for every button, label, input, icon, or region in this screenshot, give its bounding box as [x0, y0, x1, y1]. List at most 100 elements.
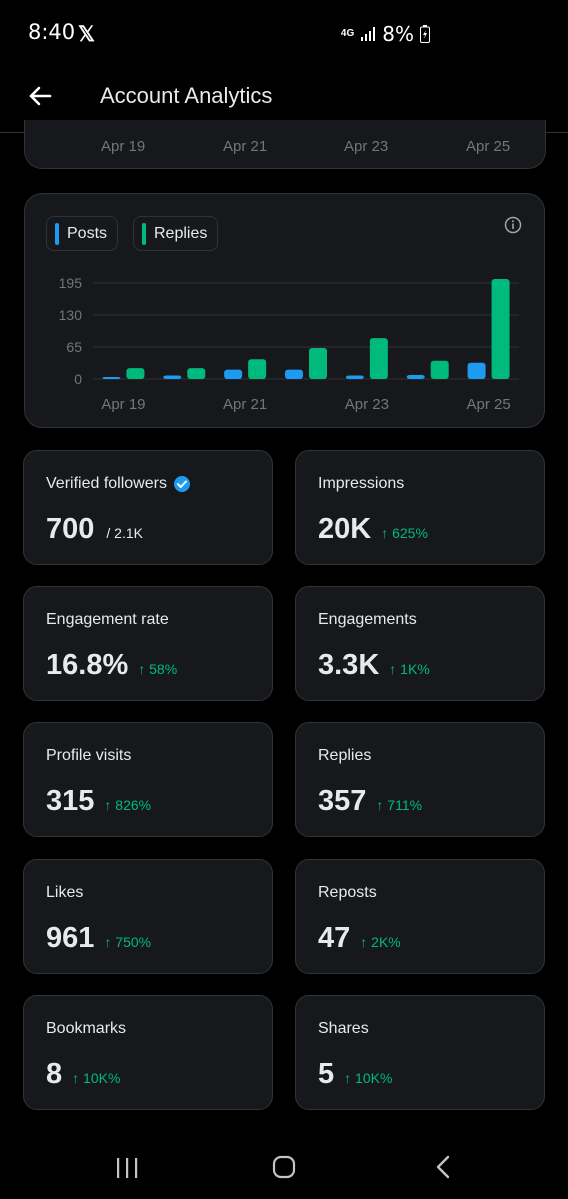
stat-label-row: Engagement rate: [46, 611, 169, 629]
posts-replies-chart-card: Posts Replies 0 65 130 195 Apr 19 Apr 21 Apr 2…: [24, 193, 545, 428]
stat-card[interactable]: Reposts 47 ↑ 2K%: [295, 859, 545, 974]
stat-card[interactable]: Impressions 20K ↑ 625%: [295, 450, 545, 565]
stat-value: 20K: [318, 513, 372, 545]
stat-change: ↑ 625%: [381, 525, 428, 541]
stat-card[interactable]: Profile visits 315 ↑ 826%: [23, 722, 273, 837]
stat-label-row: Impressions: [318, 475, 404, 493]
stat-value-row: 700 / 2.1K: [46, 513, 143, 546]
back-icon[interactable]: [434, 1155, 454, 1179]
stat-card[interactable]: Engagements 3.3K ↑ 1K%: [295, 586, 545, 701]
bar-replies[interactable]: [491, 279, 510, 379]
x-tick-label: Apr 19: [101, 396, 145, 413]
stat-change: ↑ 2K%: [360, 934, 401, 950]
axis-label: Apr 19: [101, 138, 146, 155]
battery-level: 8%: [382, 22, 414, 46]
status-time: 8:40: [28, 20, 76, 44]
stat-label: Shares: [318, 1020, 369, 1037]
stat-change: ↑ 10K%: [344, 1070, 393, 1086]
y-tick-label: 0: [74, 371, 82, 387]
stat-change: ↑ 750%: [104, 934, 152, 950]
stat-value-row: 16.8% ↑ 58%: [46, 649, 177, 682]
stat-card[interactable]: Bookmarks 8 ↑ 10K%: [23, 995, 273, 1110]
axis-label: Apr 23: [344, 138, 389, 155]
legend-replies[interactable]: Replies: [133, 216, 219, 251]
back-arrow-icon[interactable]: [24, 80, 56, 112]
home-icon[interactable]: [272, 1155, 296, 1179]
bar-posts[interactable]: [102, 377, 121, 379]
bar-posts[interactable]: [224, 369, 243, 379]
recent-apps-icon[interactable]: [115, 1156, 139, 1180]
stat-value-row: 357 ↑ 711%: [318, 785, 422, 818]
bar-replies[interactable]: [187, 368, 206, 379]
status-icons: 4G 8%: [341, 22, 430, 46]
stat-label-row: Engagements: [318, 611, 417, 629]
stat-card[interactable]: Engagement rate 16.8% ↑ 58%: [23, 586, 273, 701]
stat-value: 357: [318, 785, 367, 817]
stat-label: Reposts: [318, 884, 377, 901]
stat-label: Profile visits: [46, 747, 132, 764]
system-nav-bar: [0, 1130, 568, 1199]
stat-value-row: 8 ↑ 10K%: [46, 1058, 120, 1091]
bar-replies[interactable]: [369, 338, 388, 379]
stat-value: 47: [318, 922, 351, 954]
stat-change: ↑ 58%: [138, 661, 178, 677]
stat-label: Engagements: [318, 611, 417, 628]
stat-value-row: 47 ↑ 2K%: [318, 922, 401, 955]
stat-label: Replies: [318, 747, 372, 764]
stat-label-row: Bookmarks: [46, 1020, 126, 1038]
stat-value-row: 5 ↑ 10K%: [318, 1058, 392, 1091]
bar-posts[interactable]: [406, 375, 425, 379]
legend-swatch: [142, 222, 146, 245]
top-bar: Account Analytics: [0, 68, 568, 133]
status-bar: 8:40 𝕏 4G 8%: [0, 0, 568, 68]
bar-replies[interactable]: [248, 359, 267, 379]
y-tick-label: 195: [59, 275, 83, 291]
axis-label: Apr 21: [223, 138, 268, 155]
stat-value: 961: [46, 922, 95, 954]
stat-value: 5: [318, 1058, 335, 1090]
y-tick-label: 65: [66, 339, 82, 355]
bar-replies[interactable]: [309, 347, 327, 379]
stat-value: 8: [46, 1058, 63, 1090]
stat-value: 700: [46, 513, 95, 545]
stat-label: Engagement rate: [46, 611, 169, 628]
y-tick-label: 130: [59, 307, 83, 323]
stat-change: ↑ 826%: [104, 797, 152, 813]
bar-posts[interactable]: [163, 375, 182, 379]
x-tick-label: Apr 25: [466, 396, 510, 413]
impressions-chart-card: Apr 19 Apr 21 Apr 23 Apr 25: [24, 120, 546, 169]
stat-label-row: Likes: [46, 884, 83, 902]
stat-label-row: Verified followers: [46, 475, 191, 493]
bar-replies[interactable]: [126, 368, 145, 379]
stat-card[interactable]: Verified followers 700 / 2.1K: [23, 450, 273, 565]
stat-label: Bookmarks: [46, 1020, 127, 1037]
bar-posts[interactable]: [285, 369, 303, 379]
stat-label-row: Reposts: [318, 884, 377, 902]
x-tick-label: Apr 21: [223, 396, 267, 413]
bar-replies[interactable]: [430, 360, 449, 379]
verified-badge-icon: [173, 476, 190, 492]
bar-posts[interactable]: [345, 375, 364, 379]
legend-label: Replies: [154, 224, 208, 242]
stat-value-row: 3.3K ↑ 1K%: [318, 649, 430, 682]
battery-charging-icon: [420, 25, 430, 43]
stat-change: ↑ 10K%: [72, 1070, 121, 1086]
stat-label-row: Shares: [318, 1020, 369, 1038]
stat-card[interactable]: Shares 5 ↑ 10K%: [295, 995, 545, 1110]
legend-posts[interactable]: Posts: [46, 216, 119, 251]
stat-card[interactable]: Likes 961 ↑ 750%: [23, 859, 273, 974]
stat-value: 3.3K: [318, 649, 380, 681]
bar-posts[interactable]: [467, 362, 486, 379]
bar-chart: 0 65 130 195 Apr 19 Apr 21 Apr 23 Apr 25: [59, 275, 519, 413]
stat-label: Likes: [46, 884, 84, 901]
legend-label: Posts: [67, 224, 108, 242]
info-icon[interactable]: [504, 216, 522, 234]
stat-value-row: 961 ↑ 750%: [46, 922, 151, 955]
axis-label: Apr 25: [466, 138, 511, 155]
stat-label-row: Profile visits: [46, 747, 131, 765]
legend-swatch: [55, 222, 59, 245]
stat-change: ↑ 1K%: [389, 661, 430, 677]
signal-icon: [361, 27, 376, 41]
stat-card[interactable]: Replies 357 ↑ 711%: [295, 722, 545, 837]
stat-value-row: 20K ↑ 625%: [318, 513, 428, 546]
